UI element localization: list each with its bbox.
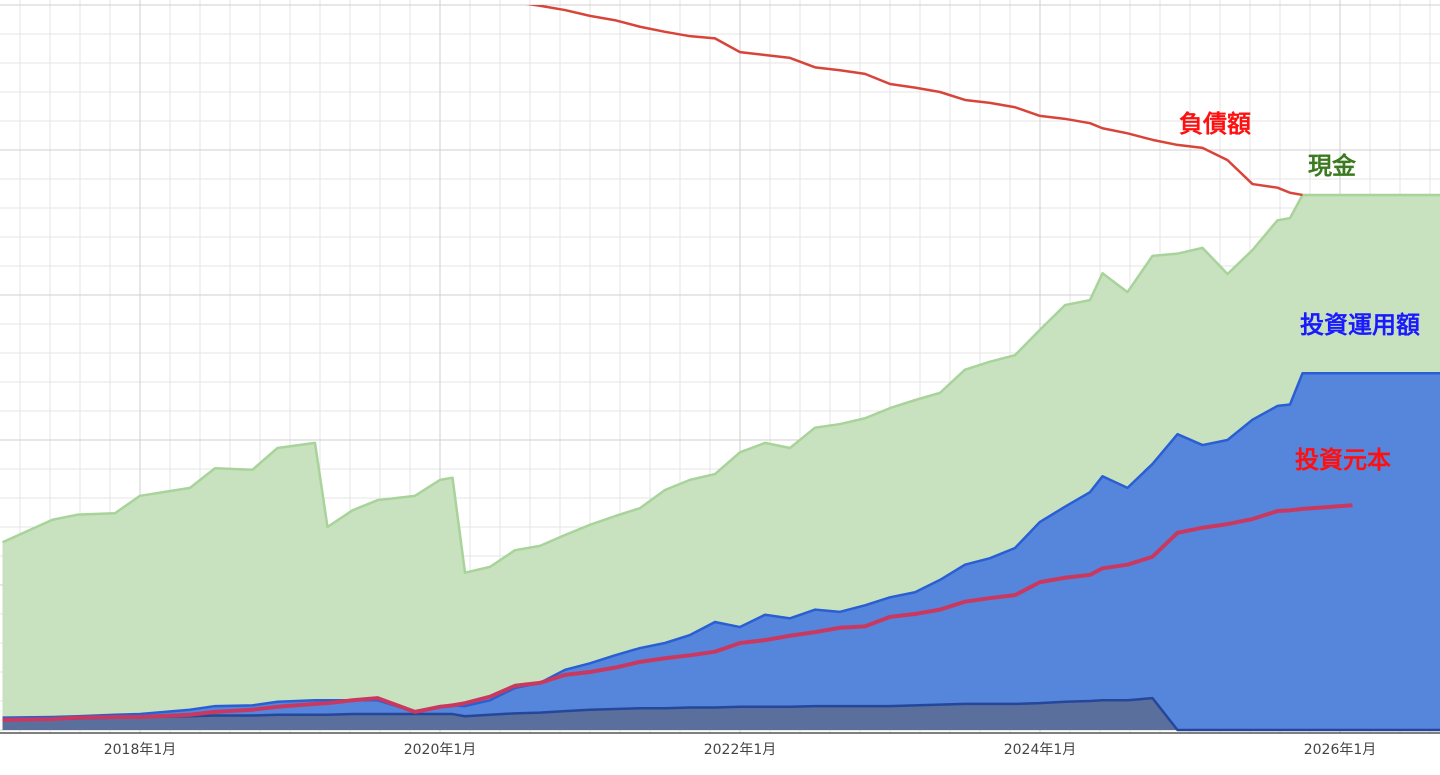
x-tick-label: 2022年1月 [704,742,777,758]
series-label: 現金 [1308,152,1357,180]
x-tick-label: 2020年1月 [404,742,477,758]
series-label: 投資運用額 [1300,311,1420,339]
series-label: 負債額 [1179,110,1251,138]
x-tick-label: 2026年1月 [1304,742,1377,758]
series-label: 投資元本 [1295,446,1391,474]
x-tick-label: 2018年1月 [104,742,177,758]
line [515,2,1303,195]
x-tick-label: 2024年1月 [1004,742,1077,758]
